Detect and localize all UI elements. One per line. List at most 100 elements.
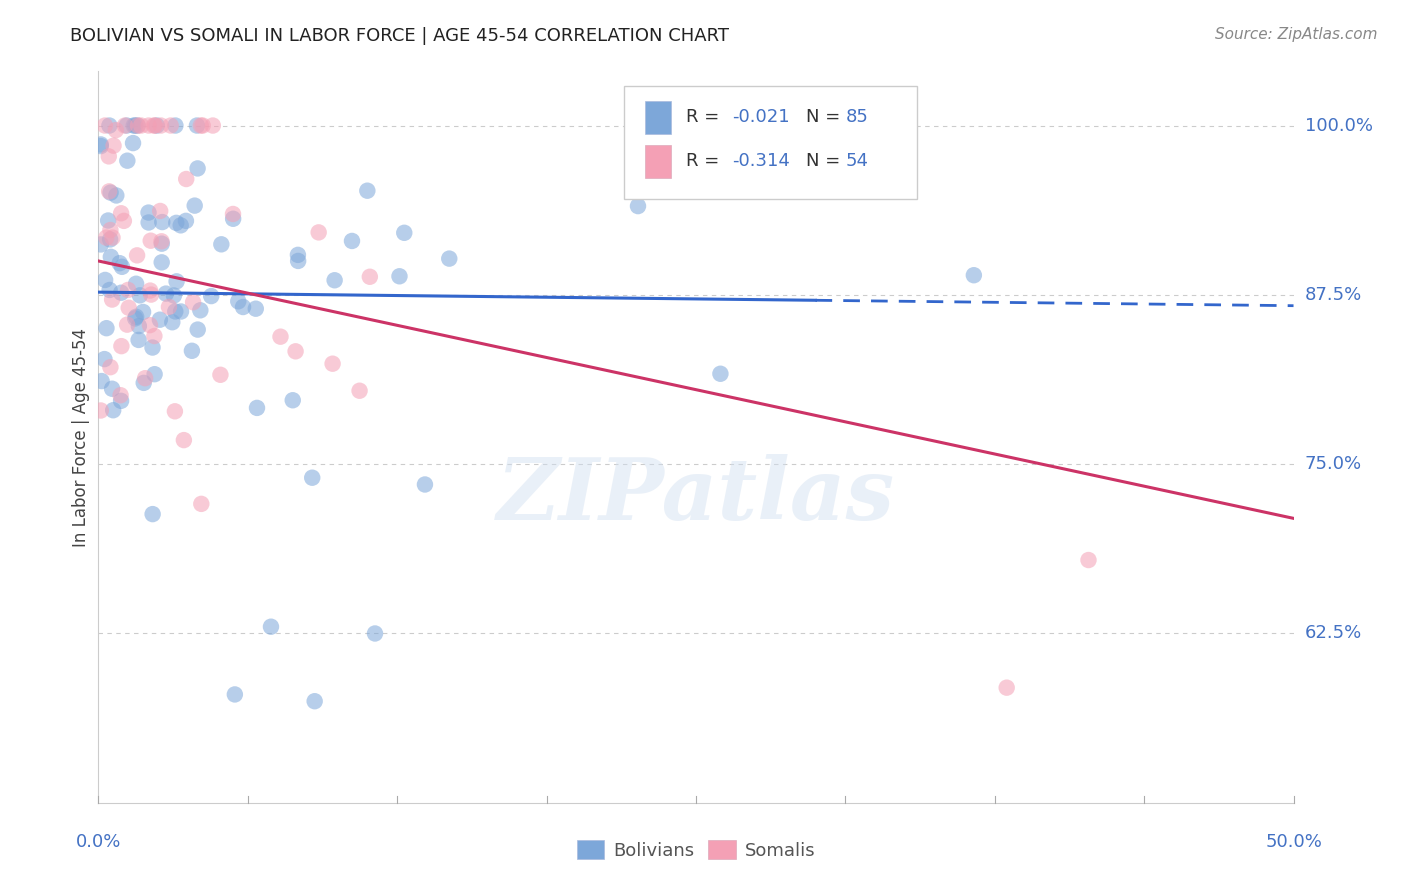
Point (90, 139, 112, 153)
Point (188, 303, 211, 318)
Point (349, 384, 371, 398)
Point (150, 215, 173, 229)
Point (170, 304, 193, 318)
Point (110, 388, 132, 402)
Point (308, 226, 330, 240)
Point (134, 371, 156, 385)
Point (97, 149, 120, 163)
Point (165, 216, 187, 230)
Point (101, 382, 124, 396)
Point (304, 694, 326, 708)
Point (287, 248, 309, 262)
Point (709, 367, 731, 381)
Point (115, 119, 138, 133)
Point (127, 119, 149, 133)
Point (364, 626, 387, 640)
Point (128, 333, 150, 347)
Point (100, 360, 122, 375)
Point (323, 273, 346, 287)
Point (340, 234, 363, 248)
Point (114, 119, 136, 133)
Point (287, 254, 309, 268)
FancyBboxPatch shape (644, 101, 671, 134)
Point (139, 234, 162, 248)
Point (141, 341, 163, 355)
Point (155, 286, 177, 301)
Point (138, 215, 160, 229)
Point (118, 301, 141, 315)
Text: -0.021: -0.021 (733, 109, 789, 127)
Point (170, 219, 193, 233)
Text: 87.5%: 87.5% (1305, 285, 1362, 304)
Point (180, 343, 202, 358)
Point (995, 681, 1018, 695)
Text: R =: R = (686, 109, 725, 127)
Point (143, 119, 166, 133)
Point (139, 287, 162, 301)
Point (110, 285, 132, 300)
Point (1077, 553, 1099, 567)
Point (104, 123, 127, 137)
Point (166, 274, 188, 288)
Point (232, 300, 254, 314)
Point (269, 329, 291, 343)
Text: N =: N = (806, 109, 846, 127)
Point (111, 260, 134, 274)
Point (245, 301, 267, 316)
Point (98, 283, 121, 297)
Point (150, 236, 173, 251)
Y-axis label: In Labor Force | Age 45-54: In Labor Force | Age 45-54 (72, 327, 90, 547)
Point (209, 368, 232, 382)
Point (122, 119, 145, 133)
Point (96, 230, 118, 244)
Point (174, 172, 197, 186)
Point (90, 137, 112, 152)
Point (105, 188, 128, 202)
Point (183, 199, 205, 213)
Point (246, 401, 269, 415)
Point (100, 223, 122, 237)
Point (200, 289, 222, 303)
Point (165, 304, 187, 318)
FancyBboxPatch shape (624, 86, 917, 200)
Point (187, 322, 209, 336)
Text: 100.0%: 100.0% (1305, 117, 1372, 135)
Text: 62.5%: 62.5% (1305, 624, 1362, 642)
Point (388, 269, 411, 284)
Point (132, 376, 155, 390)
Legend: Bolivians, Somalis: Bolivians, Somalis (569, 833, 823, 867)
Point (124, 311, 146, 326)
Point (128, 319, 150, 334)
Point (143, 368, 166, 382)
Point (98, 119, 121, 133)
Point (125, 277, 148, 291)
Text: 0.0%: 0.0% (76, 833, 121, 851)
Point (159, 119, 181, 133)
Point (98, 232, 121, 246)
Point (115, 318, 138, 332)
Point (356, 184, 378, 198)
Point (224, 688, 246, 702)
Point (209, 237, 232, 252)
Point (139, 284, 162, 298)
Text: BOLIVIAN VS SOMALI IN LABOR FORCE | AGE 45-54 CORRELATION CHART: BOLIVIAN VS SOMALI IN LABOR FORCE | AGE … (70, 27, 730, 45)
Point (301, 471, 323, 485)
Point (165, 119, 187, 133)
Point (132, 305, 155, 319)
Text: Source: ZipAtlas.com: Source: ZipAtlas.com (1215, 27, 1378, 42)
Point (187, 161, 209, 176)
Point (127, 119, 149, 133)
Point (181, 295, 204, 310)
Point (143, 329, 166, 343)
Point (150, 235, 173, 249)
Point (94, 273, 117, 287)
Point (963, 268, 986, 283)
Text: ZIPatlas: ZIPatlas (496, 454, 896, 537)
Point (190, 497, 212, 511)
Point (173, 433, 195, 447)
Point (191, 119, 214, 133)
Text: 85: 85 (845, 109, 869, 127)
Point (108, 256, 131, 270)
Text: 54: 54 (845, 153, 869, 170)
Point (138, 205, 160, 219)
